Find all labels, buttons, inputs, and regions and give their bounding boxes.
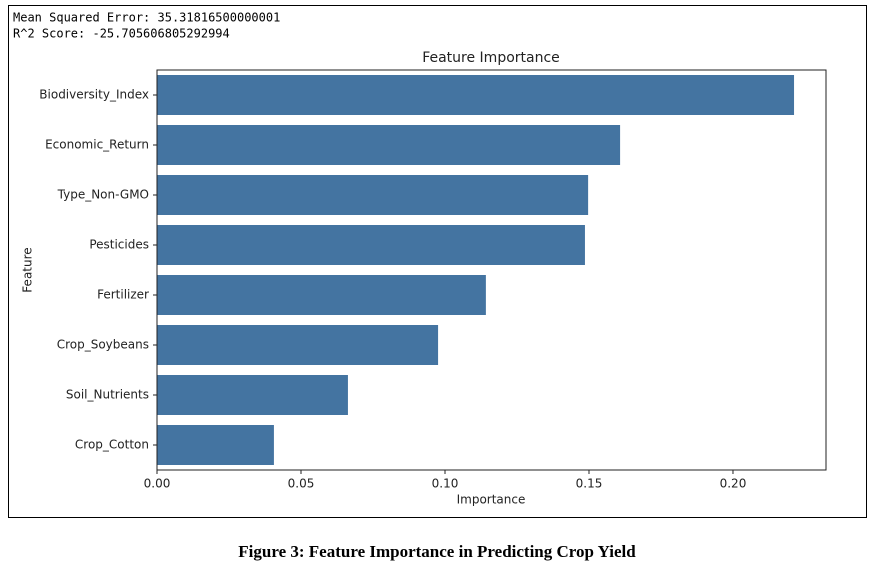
x-tick-label: 0.20 [720, 477, 747, 491]
y-tick-label: Soil_Nutrients [66, 388, 149, 402]
bar [157, 75, 795, 115]
x-tick-label: 0.00 [144, 477, 171, 491]
y-tick-label: Economic_Return [45, 138, 149, 152]
y-tick-label: Crop_Soybeans [57, 338, 149, 352]
chart-title: Feature Importance [422, 50, 560, 66]
x-tick-label: 0.10 [432, 477, 459, 491]
x-axis-label: Importance [457, 493, 526, 507]
y-tick-label: Type_Non-GMO [57, 188, 149, 202]
figure-frame [8, 5, 867, 518]
bar [157, 225, 585, 265]
bar [157, 375, 348, 415]
y-tick-label: Pesticides [89, 238, 149, 252]
x-tick-label: 0.15 [576, 477, 603, 491]
bar [157, 275, 486, 315]
x-tick-label: 0.05 [288, 477, 315, 491]
bar [157, 175, 589, 215]
y-axis-label: Feature [21, 247, 35, 292]
figure-caption: Figure 3: Feature Importance in Predicti… [238, 542, 636, 561]
bar [157, 325, 439, 365]
y-tick-label: Fertilizer [97, 288, 149, 302]
plot-frame [156, 69, 827, 471]
bar [157, 125, 621, 165]
bar [157, 425, 274, 465]
output-line: Mean Squared Error: 35.31816500000001 [13, 11, 280, 25]
y-tick-label: Crop_Cotton [75, 438, 149, 452]
y-tick-label: Biodiversity_Index [39, 88, 149, 102]
output-line: R^2 Score: -25.705606805292994 [13, 27, 230, 41]
